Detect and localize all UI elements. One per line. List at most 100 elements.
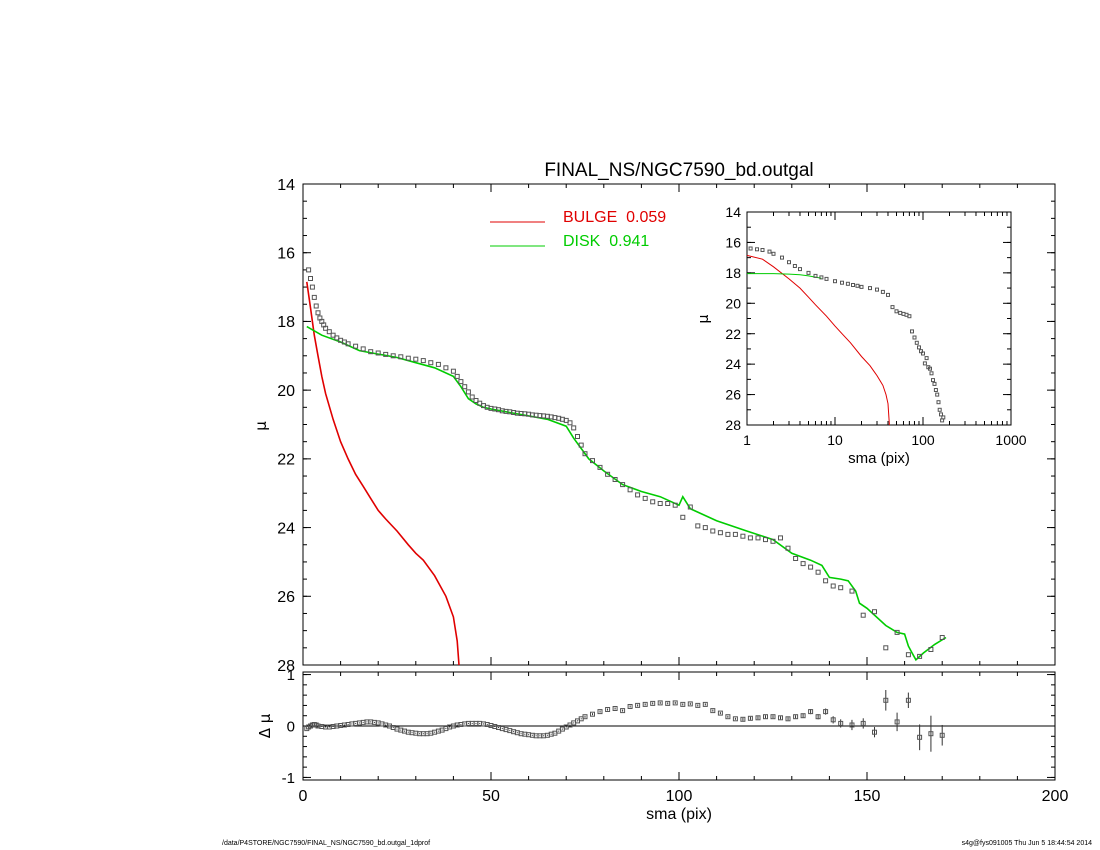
- inset-white-background: [747, 212, 1011, 425]
- inset-point: [875, 287, 879, 292]
- main-point: [405, 355, 411, 361]
- main-point: [747, 535, 753, 541]
- y-tick-label: 1: [287, 667, 295, 684]
- main-line-0: [306, 281, 460, 666]
- inset-point: [931, 378, 935, 383]
- residual-x-axis-label: sma (pix): [646, 806, 712, 823]
- y-tick-label: 24: [725, 356, 741, 372]
- inset-point: [787, 260, 791, 265]
- main-point: [627, 487, 633, 493]
- residual-point: [590, 711, 595, 717]
- inset-point: [819, 275, 824, 280]
- main-point: [458, 379, 464, 385]
- inset-point: [755, 247, 759, 252]
- residual-point: [894, 719, 900, 725]
- main-point: [770, 538, 776, 544]
- residual-point: [657, 700, 663, 706]
- residual-point: [808, 709, 814, 715]
- residual-point: [665, 700, 671, 706]
- main-point: [620, 482, 626, 488]
- main-point: [710, 528, 716, 534]
- inset-point: [771, 251, 776, 256]
- main-point: [793, 556, 799, 561]
- footer-path: /data/P4STORE/NGC7590/FINAL_NS/NGC7590_b…: [222, 840, 431, 847]
- main-point: [315, 310, 321, 316]
- main-point: [443, 365, 449, 371]
- inset-line-1: [747, 273, 822, 279]
- residual-point: [860, 720, 866, 726]
- inset-point: [924, 356, 929, 361]
- main-point: [894, 629, 900, 635]
- residual-point: [642, 701, 648, 707]
- y-tick-label: 22: [725, 326, 741, 342]
- y-tick-label: 20: [277, 383, 295, 400]
- main-point: [590, 458, 595, 464]
- main-point: [575, 434, 580, 439]
- main-point: [311, 294, 317, 300]
- main-point: [375, 350, 381, 356]
- inset-point: [851, 283, 855, 287]
- main-y-axis: 14 16 18 20 22 24 26 28: [277, 177, 1055, 675]
- x-tick-label: 1000: [995, 432, 1026, 448]
- inset-point: [824, 276, 829, 281]
- y-tick-label: 26: [725, 387, 741, 403]
- inset-point: [907, 314, 912, 319]
- residual-point: [872, 729, 877, 735]
- residual-point: [680, 701, 686, 707]
- inset-point: [806, 270, 811, 275]
- residual-point: [823, 709, 829, 715]
- inset-y-axis-label: μ: [696, 314, 712, 323]
- main-point: [642, 495, 648, 501]
- main-point: [755, 535, 761, 541]
- main-point: [605, 471, 611, 477]
- x-tick-label: 100: [666, 788, 693, 805]
- main-point: [939, 635, 945, 640]
- residual-point: [778, 715, 783, 721]
- main-point: [597, 464, 603, 470]
- x-tick-label: 200: [1042, 788, 1069, 805]
- main-point: [732, 531, 738, 537]
- main-point: [800, 561, 806, 567]
- legend: BULGE 0.059 DISK 0.941: [490, 209, 666, 250]
- main-point: [309, 284, 315, 290]
- main-x-axis: [302, 184, 1056, 665]
- main-point: [420, 358, 426, 364]
- main-point: [450, 368, 456, 374]
- main-point: [849, 588, 855, 594]
- inset-point: [868, 286, 872, 291]
- x-tick-label: 10: [827, 432, 843, 448]
- residual-point: [582, 714, 588, 720]
- y-tick-label: 26: [277, 589, 295, 606]
- inset-y-axis: 14 16 18 20 22 24 26 28: [725, 204, 1011, 433]
- residual-point: [612, 706, 618, 711]
- residual-point: [793, 714, 799, 720]
- inset-point: [833, 279, 837, 284]
- y-tick-label: 18: [725, 265, 741, 281]
- residual-point: [627, 704, 633, 709]
- residual-y-axis-label: Δ μ: [256, 713, 274, 738]
- residual-point: [695, 702, 701, 708]
- inset-series-layer: [746, 246, 946, 426]
- inset-point: [880, 289, 885, 294]
- residual-panel: -101 0 50 100 150 200 Δ μ sma (pix): [256, 667, 1068, 823]
- inset-point: [921, 351, 925, 356]
- main-point: [680, 514, 686, 520]
- main-point: [330, 332, 336, 338]
- main-point: [326, 329, 332, 335]
- main-point: [465, 389, 471, 395]
- inset-point: [855, 283, 860, 288]
- inset-point: [936, 400, 941, 405]
- inset-point: [845, 281, 850, 286]
- inset-point: [917, 345, 921, 350]
- main-point: [368, 349, 374, 355]
- main-y-axis-label: μ: [252, 421, 270, 431]
- main-point: [672, 502, 678, 508]
- main-point: [905, 652, 911, 658]
- main-point: [725, 531, 731, 537]
- residual-series-layer: [304, 690, 945, 752]
- inset-point: [748, 246, 753, 251]
- residual-point: [838, 720, 844, 726]
- main-point: [306, 267, 312, 273]
- inset-line-0: [746, 254, 890, 426]
- inset-point: [886, 292, 890, 297]
